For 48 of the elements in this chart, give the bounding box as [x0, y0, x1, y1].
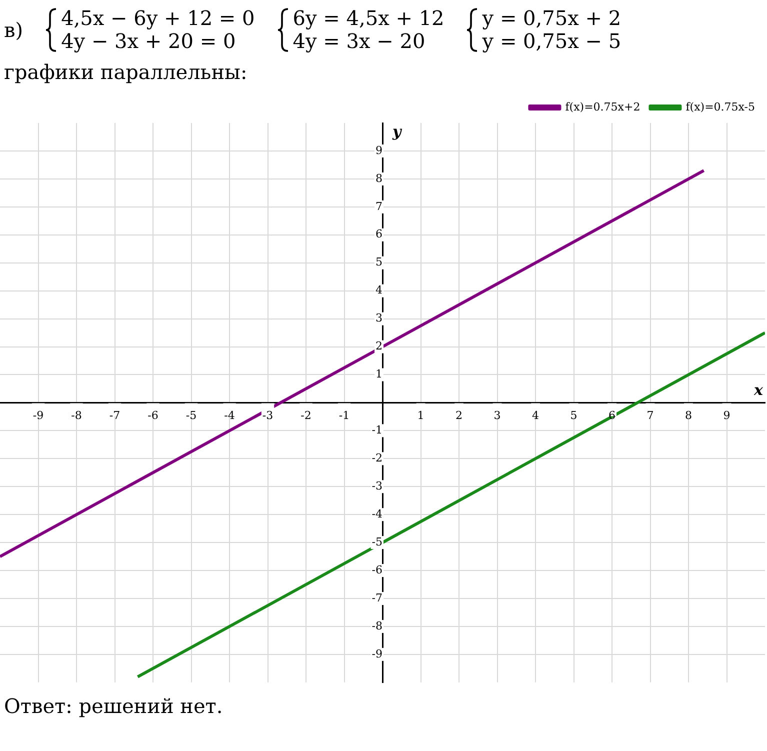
- y-tick-label: 7: [376, 200, 382, 213]
- y-tick-label: -5: [372, 535, 382, 548]
- x-tick-label: 7: [646, 409, 654, 422]
- y-tick-label: 8: [376, 172, 382, 185]
- y-tick-label: 6: [376, 228, 382, 241]
- y-tick-label: -8: [372, 619, 382, 632]
- legend-label: f(x)=0.75x+2: [565, 100, 640, 114]
- text: в): [4, 18, 24, 42]
- y-tick-label: -9: [372, 647, 382, 660]
- y-tick-label: -1: [372, 424, 382, 437]
- x-tick-label: 8: [685, 409, 692, 422]
- x-tick-label: -1: [338, 409, 350, 422]
- text: y = 0,75x − 5: [482, 29, 622, 53]
- x-tick-label: 9: [723, 409, 730, 422]
- text: графики параллельны:: [3, 59, 248, 86]
- x-tick-label: 2: [456, 409, 462, 422]
- x-tick-label: 5: [570, 409, 578, 422]
- text: 4,5x − 6y + 12 = 0: [61, 6, 255, 30]
- y-tick-label: -7: [372, 591, 382, 604]
- y-tick-label: -6: [372, 563, 382, 576]
- x-tick-label: 3: [494, 409, 501, 422]
- y-axis-title: y: [392, 122, 402, 140]
- y-tick-label: -3: [372, 479, 382, 492]
- y-tick-label: -2: [372, 452, 382, 464]
- y-tick-label: 4: [376, 284, 382, 297]
- y-tick-label: 1: [376, 368, 382, 381]
- y-tick-label: 3: [376, 312, 382, 325]
- x-tick-label: 4: [532, 409, 539, 422]
- y-tick-label: -4: [372, 507, 382, 520]
- text: 4y = 3x − 20: [292, 29, 426, 53]
- x-tick-label: -8: [71, 409, 82, 422]
- x-tick-label: 1: [417, 409, 424, 422]
- y-tick-label: 5: [376, 256, 382, 269]
- text: y = 0,75x + 2: [482, 6, 622, 30]
- text: 6y = 4,5x + 12: [292, 6, 444, 30]
- y-tick-label: 2: [376, 340, 382, 353]
- x-tick-label: -2: [300, 409, 312, 422]
- x-tick-label: -5: [186, 409, 197, 422]
- text: Ответ: решений нет.: [3, 693, 224, 720]
- x-tick-label: -4: [224, 409, 235, 422]
- text: 4y − 3x + 20 = 0: [61, 29, 237, 53]
- x-tick-label: -6: [148, 409, 158, 422]
- x-tick-label: -3: [262, 409, 274, 422]
- x-tick-label: -9: [32, 409, 44, 422]
- x-axis-title: x: [753, 381, 764, 400]
- legend-label: f(x)=0.75x-5: [686, 100, 756, 114]
- y-tick-label: 9: [376, 144, 382, 157]
- x-tick-label: -7: [109, 409, 120, 422]
